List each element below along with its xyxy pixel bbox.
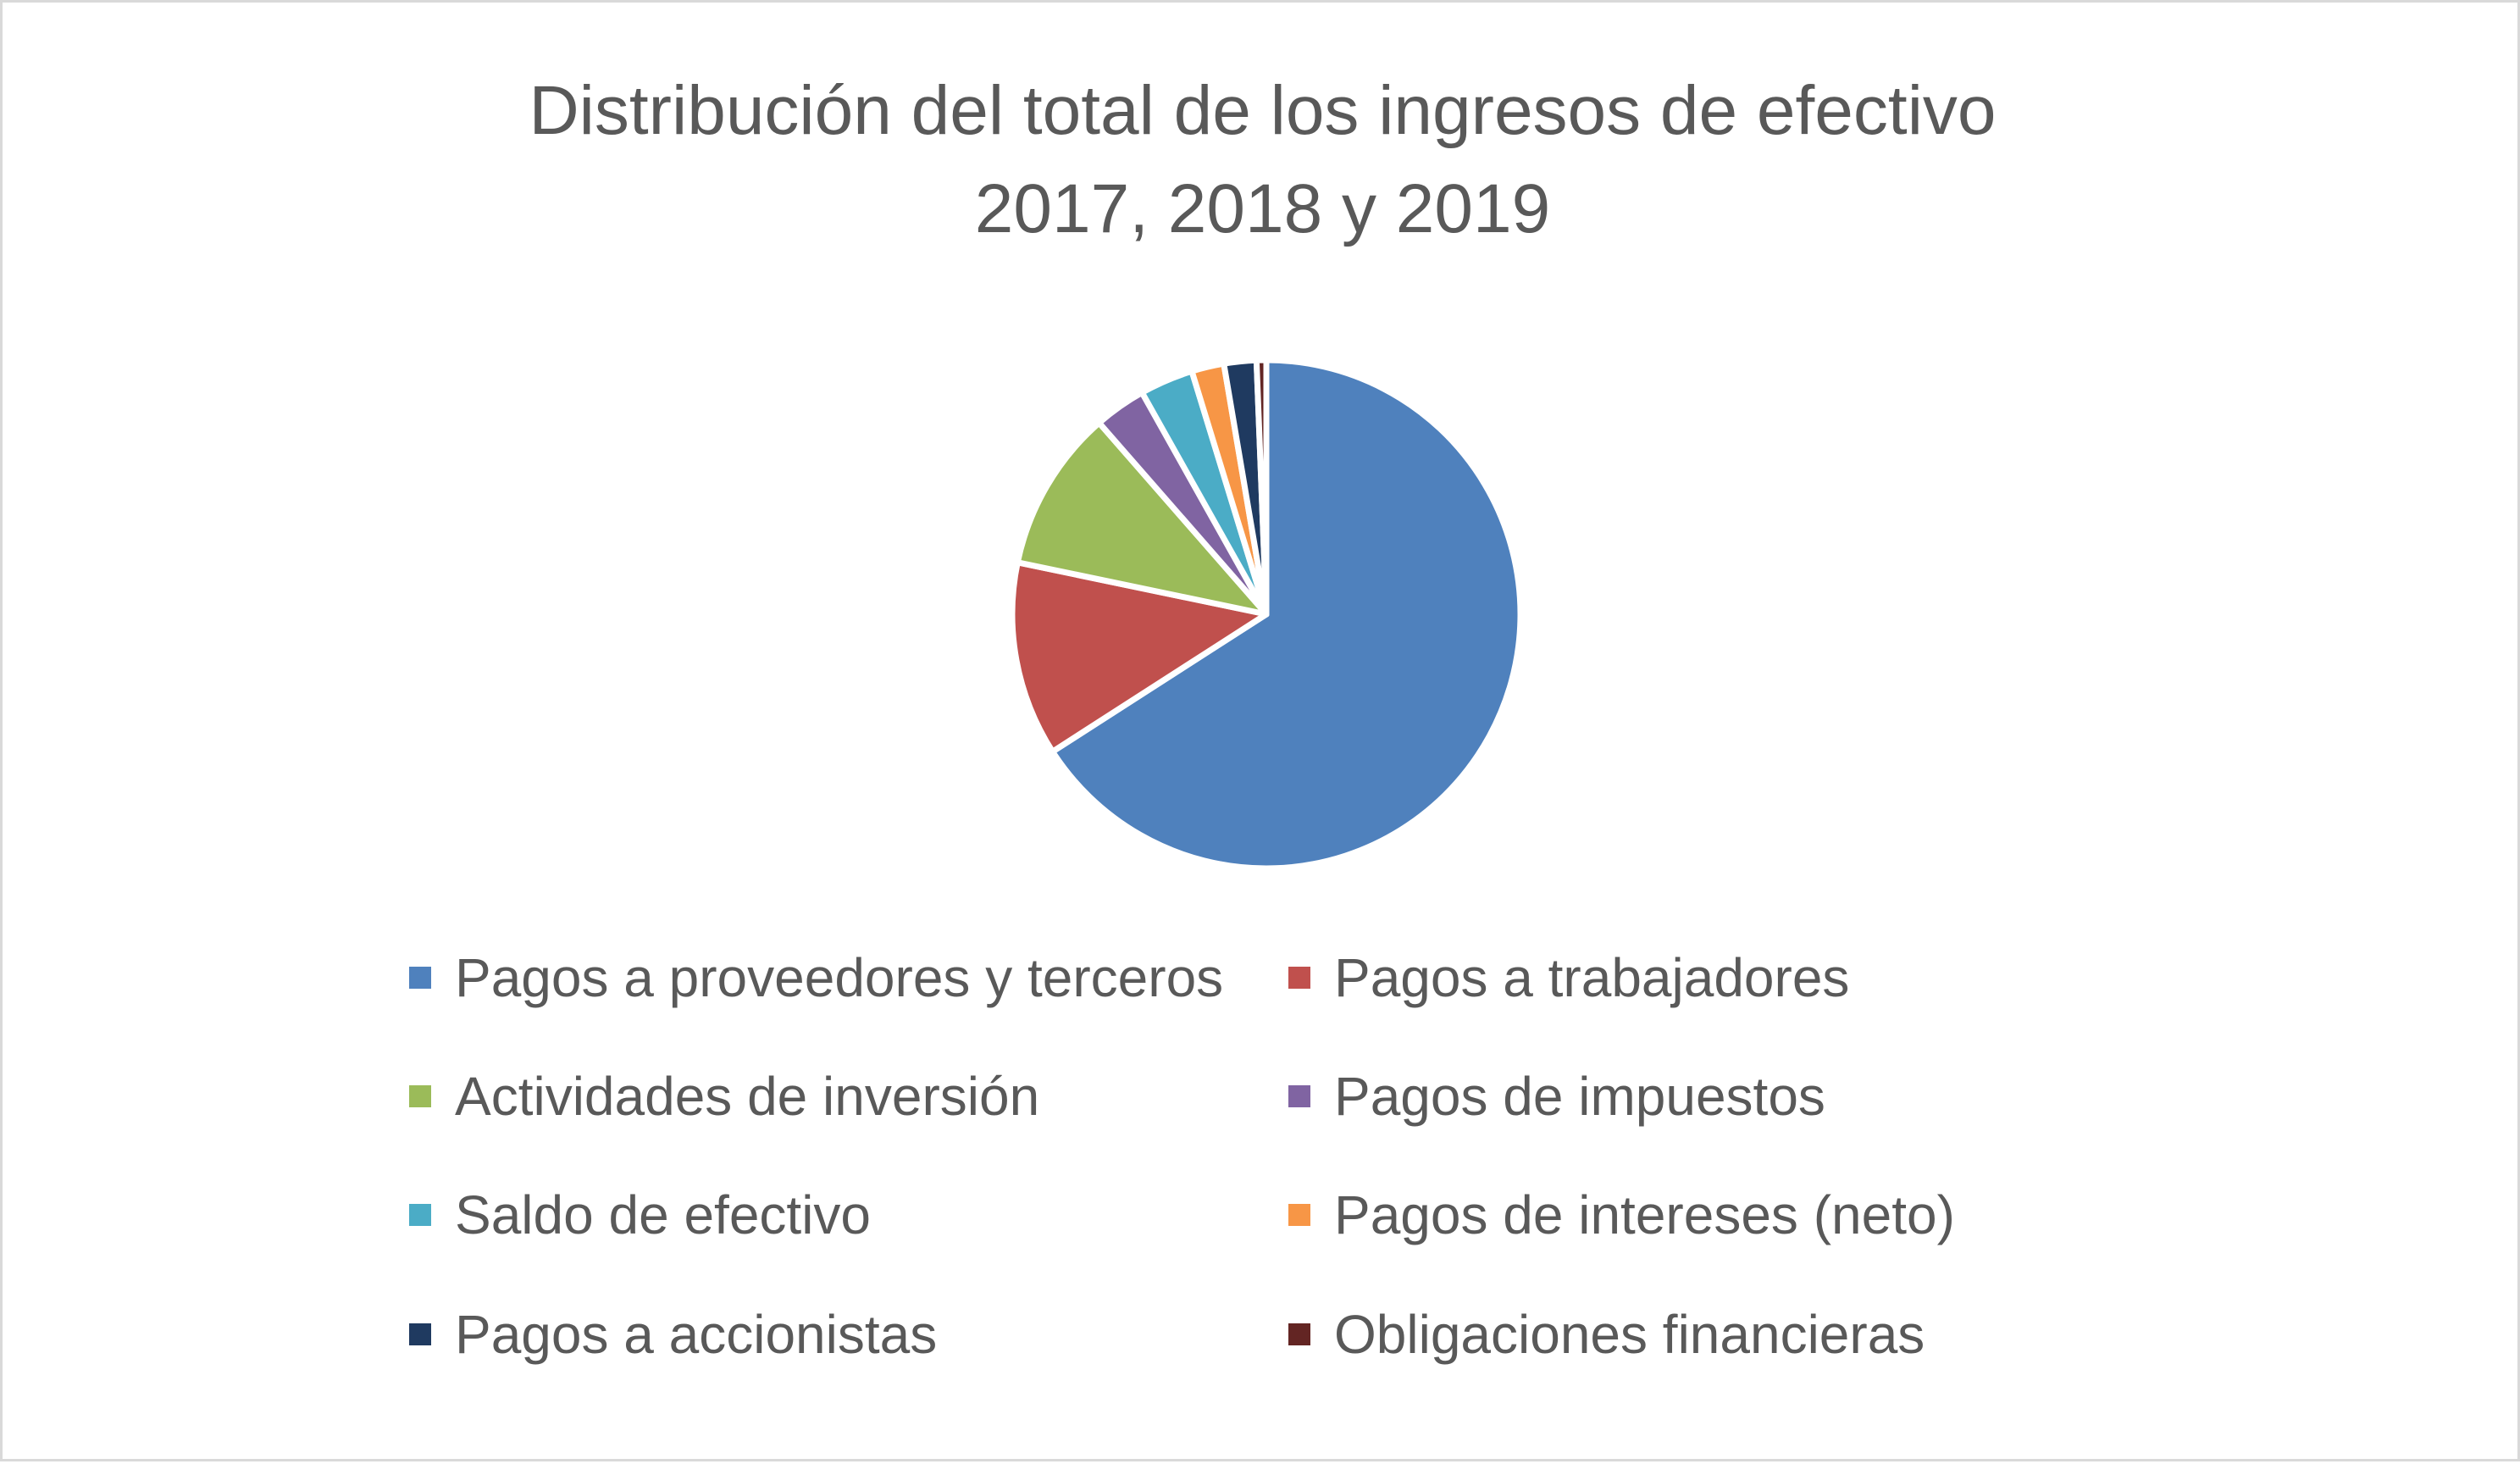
legend-label: Pagos de intereses (neto) [1334, 1184, 1955, 1245]
chart-title: Distribución del total de los ingresos d… [3, 62, 2520, 258]
legend-swatch [409, 1323, 431, 1345]
legend-label: Pagos a trabajadores [1334, 947, 1850, 1008]
legend: Pagos a proveedores y terceros Pagos a tr… [3, 3, 2520, 1464]
legend-item-obligaciones-financieras: Obligaciones financieras [1288, 1300, 1925, 1368]
legend-label: Saldo de efectivo [455, 1184, 871, 1245]
legend-label: Pagos de impuestos [1334, 1066, 1825, 1127]
legend-swatch [409, 1204, 431, 1226]
legend-swatch [409, 1085, 431, 1107]
legend-swatch [409, 967, 431, 989]
legend-item-pagos-de-intereses-neto: Pagos de intereses (neto) [1288, 1181, 1955, 1249]
legend-item-saldo-de-efectivo: Saldo de efectivo [409, 1181, 871, 1249]
pie-slice-pagos-a-trabajadores [1009, 559, 1270, 755]
chart-title-line-1: Distribución del total de los ingresos d… [529, 72, 1997, 149]
legend-item-actividades-de-inversion: Actividades de inversión [409, 1062, 1039, 1130]
legend-swatch [1288, 1085, 1310, 1107]
legend-item-pagos-a-proveedores-y-terceros: Pagos a proveedores y terceros [409, 944, 1223, 1012]
legend-label: Pagos a accionistas [455, 1304, 938, 1365]
legend-label: Actividades de inversión [455, 1066, 1040, 1127]
legend-label: Pagos a proveedores y terceros [455, 947, 1224, 1008]
legend-swatch [1288, 967, 1310, 989]
legend-label: Obligaciones financieras [1334, 1304, 1925, 1365]
legend-item-pagos-a-accionistas: Pagos a accionistas [409, 1300, 937, 1368]
pie-slice-actividades-de-inversion [1014, 419, 1270, 618]
legend-swatch [1288, 1323, 1310, 1345]
legend-swatch [1288, 1204, 1310, 1226]
legend-item-pagos-de-impuestos: Pagos de impuestos [1288, 1062, 1825, 1130]
chart-title-line-2: 2017, 2018 y 2019 [974, 170, 1551, 247]
legend-item-pagos-a-trabajadores: Pagos a trabajadores [1288, 944, 1849, 1012]
pie-slice-pagos-a-proveedores-y-terceros [1050, 357, 1524, 872]
pie-slice-obligaciones-financieras [1253, 357, 1270, 618]
pie-chart [1009, 357, 1524, 872]
